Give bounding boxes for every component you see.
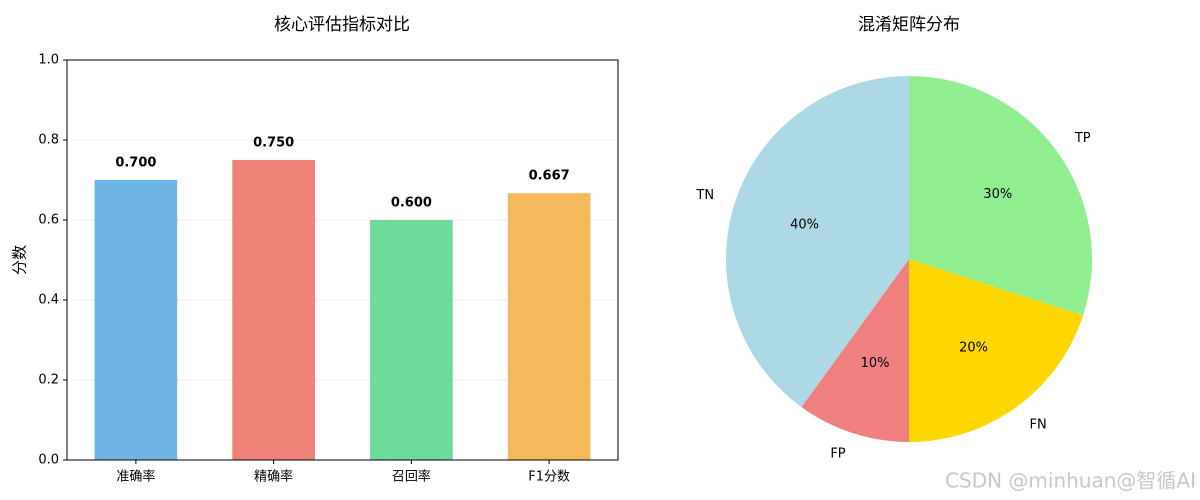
x-tick-label: 召回率	[392, 469, 431, 485]
percent-label: 40%	[790, 218, 819, 233]
y-tick-label: 1.0	[38, 53, 59, 68]
slice-label: FP	[830, 446, 845, 461]
pie-slice	[801, 259, 909, 442]
value-label: 0.750	[253, 136, 294, 151]
slice-label: FN	[1029, 417, 1046, 432]
value-label: 0.667	[529, 169, 570, 184]
chart-title: 核心评估指标对比	[274, 15, 410, 35]
plot-frame	[66, 59, 619, 461]
bar	[370, 220, 453, 460]
pie-slice	[726, 76, 909, 408]
slice-label: TN	[695, 188, 714, 203]
bar	[232, 160, 315, 460]
y-axis-label: 分数	[11, 245, 29, 275]
bar	[507, 193, 591, 460]
chart-title: 混淆矩阵分布	[858, 15, 960, 35]
y-tick-label: 0.4	[38, 293, 59, 308]
value-label: 0.700	[115, 156, 156, 171]
pie-slice	[909, 76, 1092, 316]
pie-slice	[909, 259, 1084, 442]
y-tick-label: 0.0	[38, 453, 59, 468]
percent-label: 20%	[959, 340, 988, 355]
slice-label: TP	[1074, 131, 1091, 146]
y-tick-label: 0.2	[38, 373, 59, 388]
x-tick-label: 准确率	[116, 469, 155, 485]
y-tick-label: 0.8	[38, 133, 59, 148]
bar	[94, 180, 178, 460]
y-tick-label: 0.6	[38, 213, 59, 228]
percent-label: 10%	[861, 356, 890, 371]
watermark: CSDN @minhuan@智循AI	[945, 469, 1196, 493]
value-label: 0.600	[391, 196, 432, 211]
x-tick-label: 精确率	[254, 469, 293, 485]
x-tick-label: F1分数	[528, 470, 570, 485]
percent-label: 30%	[983, 187, 1012, 202]
